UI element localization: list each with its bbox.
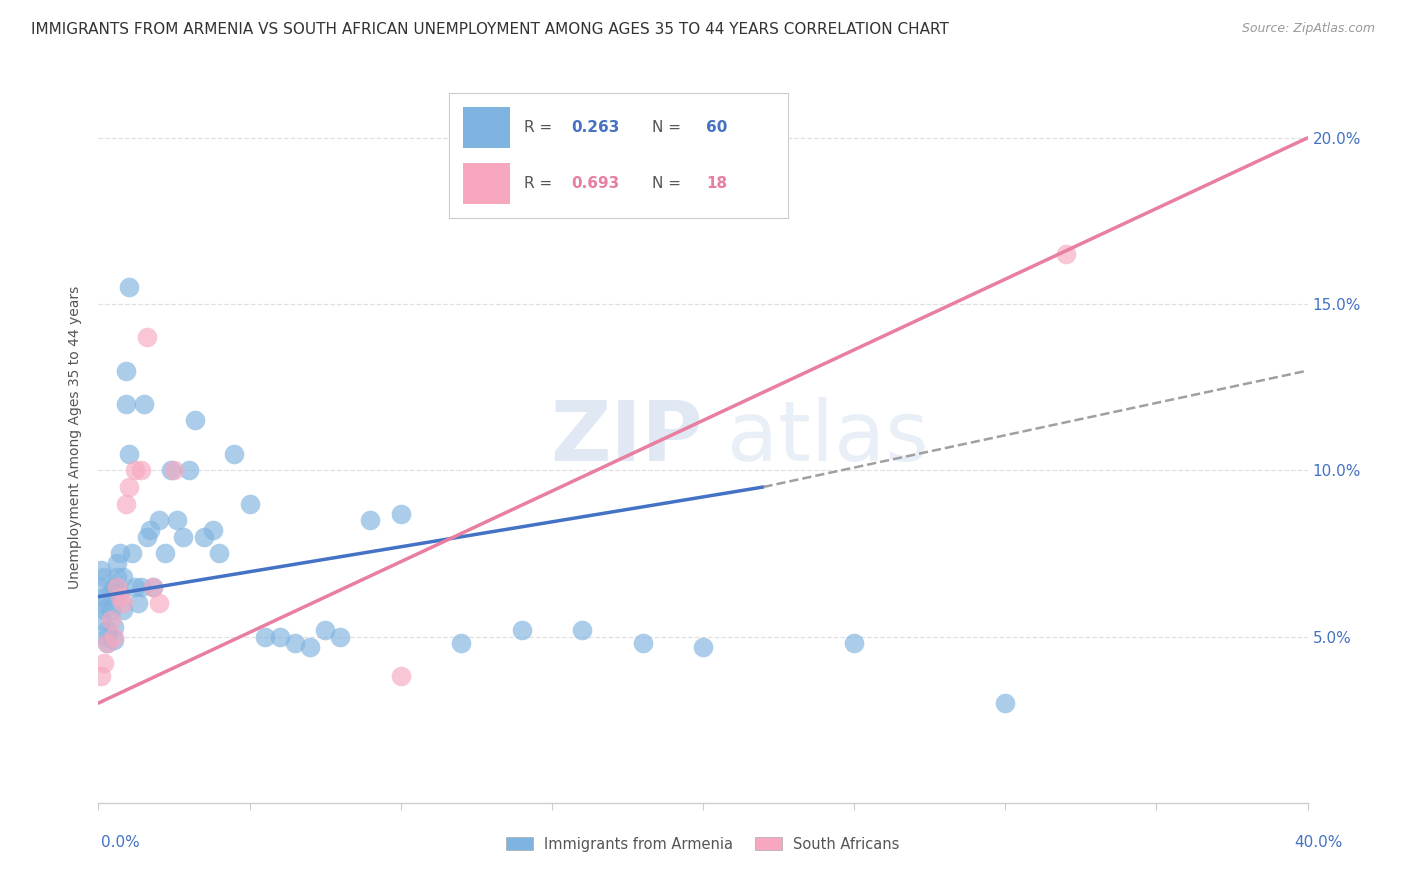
- Point: [90, 669, 112, 683]
- Point: [111, 570, 134, 584]
- Point: [90, 563, 112, 577]
- Point: [118, 280, 141, 294]
- Point: [108, 590, 131, 604]
- Text: ZIP: ZIP: [551, 397, 703, 477]
- Point: [153, 546, 176, 560]
- Point: [692, 640, 714, 654]
- Point: [100, 586, 122, 600]
- Point: [93, 590, 115, 604]
- Point: [253, 630, 276, 644]
- Point: [208, 546, 231, 560]
- Point: [224, 447, 246, 461]
- Point: [96, 630, 118, 644]
- Point: [269, 630, 291, 644]
- Point: [96, 623, 118, 637]
- Point: [96, 636, 118, 650]
- Point: [148, 596, 170, 610]
- Point: [111, 603, 134, 617]
- Y-axis label: Unemployment Among Ages 35 to 44 years: Unemployment Among Ages 35 to 44 years: [69, 285, 83, 589]
- Text: atlas: atlas: [727, 397, 929, 477]
- Point: [129, 463, 152, 477]
- Point: [132, 397, 155, 411]
- Point: [193, 530, 215, 544]
- Point: [118, 447, 141, 461]
- Point: [844, 636, 866, 650]
- Point: [93, 656, 115, 670]
- Point: [389, 507, 412, 521]
- Point: [114, 363, 136, 377]
- Point: [135, 330, 157, 344]
- Point: [329, 630, 352, 644]
- Point: [108, 586, 131, 600]
- Text: 0.0%: 0.0%: [101, 836, 141, 850]
- Point: [389, 669, 412, 683]
- Point: [96, 636, 118, 650]
- Point: [93, 603, 115, 617]
- Point: [184, 413, 207, 427]
- Point: [163, 463, 186, 477]
- Point: [142, 580, 165, 594]
- Point: [90, 580, 112, 594]
- Point: [314, 623, 336, 637]
- Point: [111, 596, 134, 610]
- Point: [90, 613, 112, 627]
- Point: [105, 557, 128, 571]
- Point: [124, 580, 146, 594]
- Point: [118, 480, 141, 494]
- Point: [103, 630, 125, 644]
- Point: [510, 623, 533, 637]
- Point: [124, 463, 146, 477]
- Point: [450, 636, 472, 650]
- Point: [100, 613, 122, 627]
- Text: 40.0%: 40.0%: [1295, 836, 1343, 850]
- Text: Source: ZipAtlas.com: Source: ZipAtlas.com: [1241, 22, 1375, 36]
- Point: [100, 603, 122, 617]
- Point: [1054, 247, 1077, 261]
- Text: IMMIGRANTS FROM ARMENIA VS SOUTH AFRICAN UNEMPLOYMENT AMONG AGES 35 TO 44 YEARS : IMMIGRANTS FROM ARMENIA VS SOUTH AFRICAN…: [31, 22, 949, 37]
- Point: [139, 523, 162, 537]
- Point: [108, 546, 131, 560]
- Point: [202, 523, 225, 537]
- Point: [148, 513, 170, 527]
- Point: [179, 463, 201, 477]
- Point: [160, 463, 183, 477]
- Point: [105, 570, 128, 584]
- Point: [114, 497, 136, 511]
- Point: [360, 513, 382, 527]
- Point: [284, 636, 307, 650]
- Point: [127, 596, 149, 610]
- Point: [93, 596, 115, 610]
- Point: [135, 530, 157, 544]
- Legend: Immigrants from Armenia, South Africans: Immigrants from Armenia, South Africans: [501, 831, 905, 858]
- Point: [93, 570, 115, 584]
- Point: [121, 546, 143, 560]
- Point: [103, 580, 125, 594]
- Point: [571, 623, 593, 637]
- Point: [631, 636, 654, 650]
- Point: [299, 640, 322, 654]
- Point: [103, 619, 125, 633]
- Point: [105, 580, 128, 594]
- Point: [103, 632, 125, 647]
- Point: [239, 497, 262, 511]
- Point: [994, 696, 1017, 710]
- Point: [142, 580, 165, 594]
- Point: [114, 397, 136, 411]
- Point: [129, 580, 152, 594]
- Point: [172, 530, 194, 544]
- Point: [166, 513, 188, 527]
